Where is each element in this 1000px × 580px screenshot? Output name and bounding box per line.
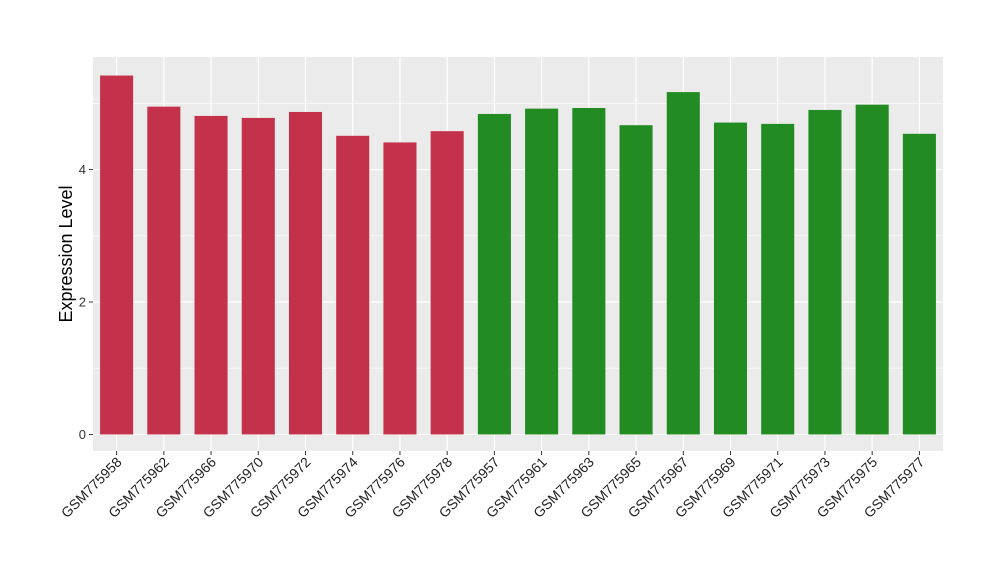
bar-GSM775971 [761,123,795,435]
y-axis-title: Expression Level [56,185,76,322]
bar-GSM775969 [713,122,748,435]
bar-GSM775977 [902,133,936,435]
bar-GSM775966 [194,115,228,435]
bar-GSM775978 [430,131,464,435]
bar-GSM775957 [477,113,511,435]
bar-GSM775961 [525,108,559,435]
bar-GSM775974 [336,135,370,435]
y-tick-label: 4 [79,162,86,177]
bar-GSM775976 [383,142,417,435]
bar-GSM775972 [288,111,323,435]
bar-GSM775970 [241,117,275,435]
bar-GSM775963 [572,107,606,435]
y-axis: 0 2 4 [79,162,93,442]
bar-GSM775973 [808,109,842,435]
x-axis: GSM775958GSM775962GSM775966GSM775970GSM7… [58,451,928,521]
bar-GSM775962 [147,106,181,435]
bar-GSM775965 [619,125,653,435]
bar-GSM775958 [100,75,134,435]
bar-GSM775975 [855,104,889,435]
bars-layer [100,75,936,435]
bar-GSM775967 [666,92,700,435]
y-tick-label: 2 [79,295,86,310]
y-tick-label: 0 [79,427,86,442]
plot-panel [93,57,943,451]
